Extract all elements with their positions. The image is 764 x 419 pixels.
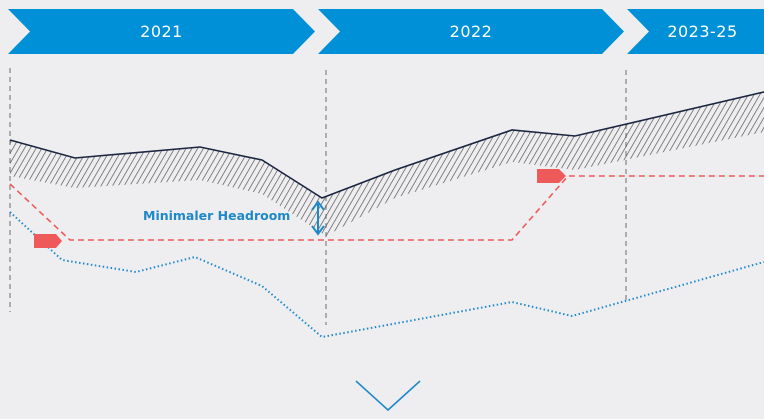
headroom-band xyxy=(10,92,764,236)
lower-usage-line xyxy=(9,211,764,339)
double-arrow-vertical-icon xyxy=(311,200,325,236)
flag-marker-icon xyxy=(34,234,62,248)
timeline-phase-label: 2023-25 xyxy=(667,22,738,41)
chevron-shape xyxy=(318,9,624,54)
chevron-down-icon xyxy=(355,380,421,412)
chevron-shape xyxy=(8,9,315,54)
threshold-line xyxy=(9,175,764,241)
upper-capacity-line xyxy=(9,91,764,199)
timeline-phase-2023-25: 2023-25 xyxy=(627,9,764,54)
timeline-phase-2022: 2022 xyxy=(318,9,624,54)
timeline-phase-label: 2022 xyxy=(449,22,493,41)
chevron-shape xyxy=(627,9,764,54)
timeline-phase-label: 2021 xyxy=(140,22,183,41)
flag-marker-icon xyxy=(537,169,566,183)
timeline-phase-2021: 2021 xyxy=(8,9,315,54)
headroom-annotation-label: Minimaler Headroom xyxy=(143,208,291,223)
